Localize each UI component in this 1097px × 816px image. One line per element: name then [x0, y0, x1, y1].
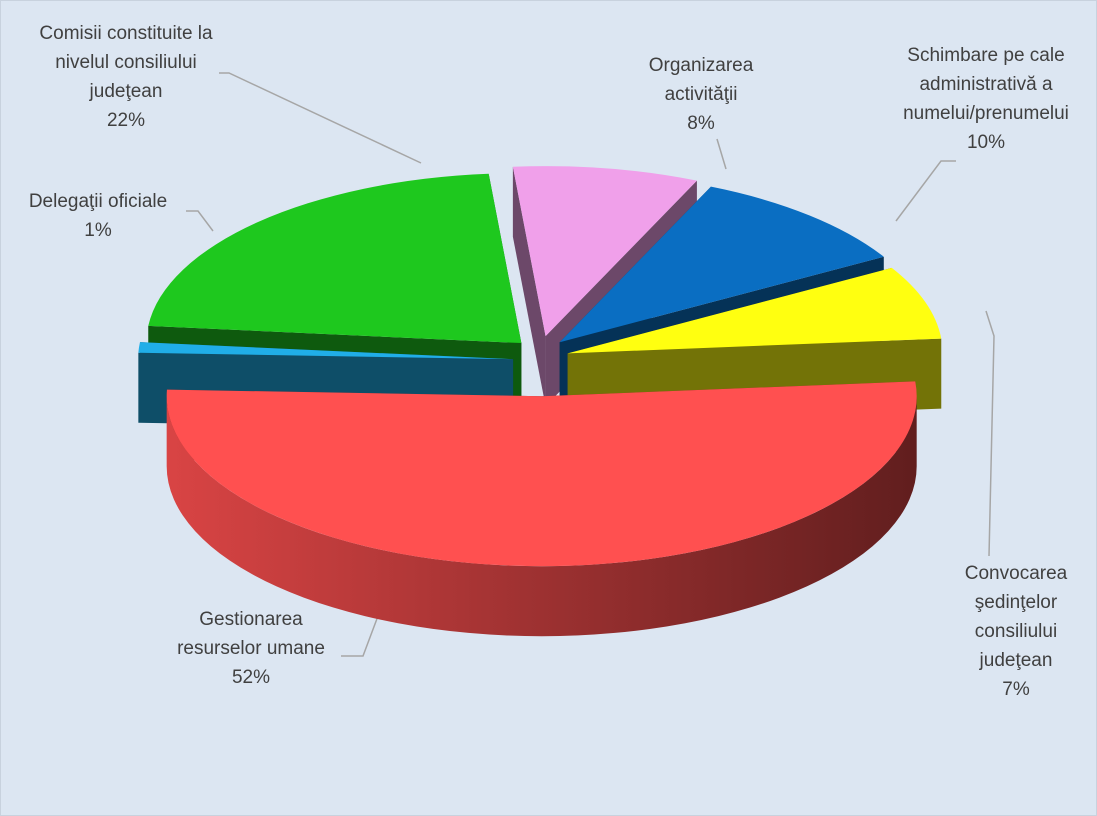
slice [559, 186, 884, 343]
value-label: 1% [84, 220, 112, 241]
leader-line [985, 310, 995, 557]
value-label: 10% [966, 132, 1006, 153]
category-label: Schimbare pe cale administrativă a numel… [903, 45, 1069, 124]
leader-line [716, 138, 727, 170]
value-label: 22% [106, 110, 146, 131]
data-label: Organizarea activităţii 8% [649, 51, 754, 138]
leader-line [219, 72, 422, 164]
value-label: 8% [687, 113, 715, 134]
value-label: 7% [1002, 679, 1030, 700]
category-label: Comisii constituite la nivelul consiliul… [39, 23, 213, 102]
slice [148, 173, 522, 344]
category-label: Convocarea şedinţelor consiliului judeţe… [964, 563, 1068, 671]
leader-line [341, 615, 379, 657]
category-label: Delegaţii oficiale [28, 191, 168, 212]
data-label: Gestionarea resurselor umane 52% [177, 605, 325, 692]
data-label: Comisii constituite la nivelul consiliul… [39, 19, 212, 135]
slice-wall [166, 396, 917, 637]
slice [512, 166, 697, 337]
leader-line [895, 160, 956, 222]
value-label: 52% [231, 667, 271, 688]
leader-line [186, 210, 214, 232]
slice-side [512, 166, 546, 407]
slice [166, 381, 917, 567]
category-label: Organizarea activităţii [648, 55, 754, 105]
category-label: Gestionarea resurselor umane [177, 609, 325, 659]
data-label: Convocarea şedinţelor consiliului judeţe… [965, 559, 1067, 704]
data-label: Schimbare pe cale administrativă a numel… [903, 41, 1069, 157]
data-label: Delegaţii oficiale 1% [29, 187, 167, 245]
slice [138, 342, 514, 360]
slice [567, 267, 942, 354]
